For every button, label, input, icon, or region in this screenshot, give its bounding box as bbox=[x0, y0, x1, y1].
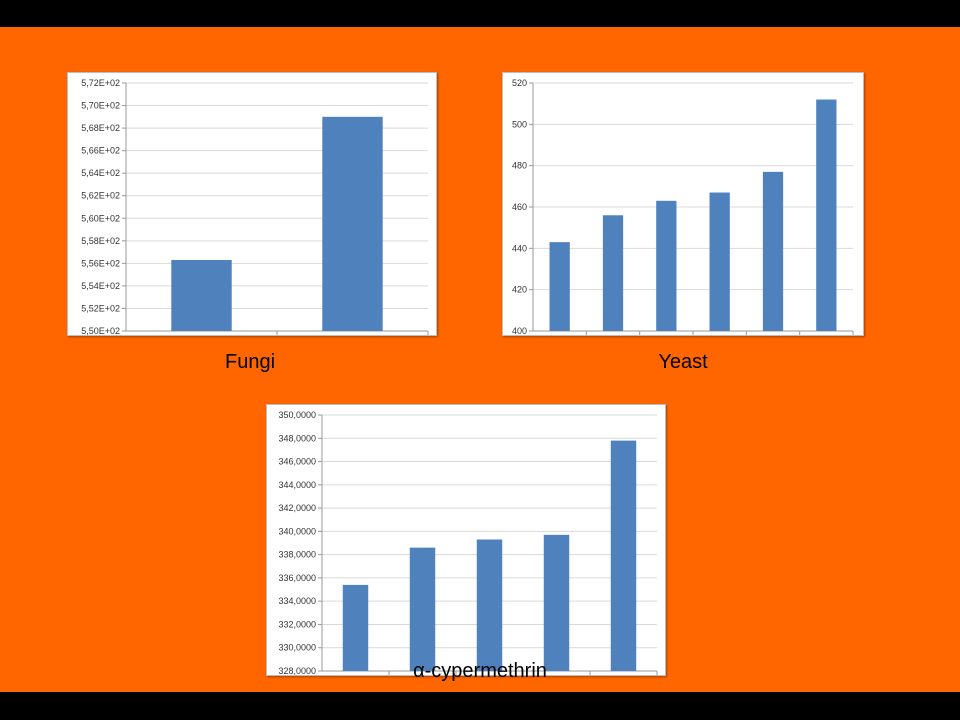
fungi-y-tick-label: 5,50E+02 bbox=[81, 326, 120, 335]
yeast-bar bbox=[549, 242, 570, 331]
cyper-y-tick-label: 332,0000 bbox=[278, 619, 316, 629]
yeast-y-tick-label: 500 bbox=[512, 119, 527, 129]
cyper-bar bbox=[610, 440, 637, 671]
yeast-y-tick-label: 420 bbox=[512, 285, 527, 295]
fungi-y-tick-label: 5,58E+02 bbox=[81, 236, 120, 246]
cypermethrin-chart: 328,0000 330,0000 332,0000 334,0000 336,0000… bbox=[278, 410, 658, 675]
yeast-caption: Yeast bbox=[658, 351, 708, 373]
yeast-bar bbox=[656, 200, 677, 331]
fungi-y-tick-label: 5,56E+02 bbox=[81, 258, 120, 268]
fungi-chart: 5,50E+02 5,52E+02 5,54E+02 5,56E+02 5,58E+02… bbox=[81, 78, 429, 335]
cyper-bar bbox=[476, 539, 503, 671]
yeast-y-tick-label: 520 bbox=[512, 78, 527, 88]
slide-background: 5,50E+02 5,52E+02 5,54E+02 5,56E+02 5,58E+02… bbox=[0, 27, 960, 692]
cyper-y-tick-label: 336,0000 bbox=[278, 573, 316, 583]
yeast-y-tick-label: 480 bbox=[512, 161, 527, 171]
cypermethrin-caption: α-cypermethrin bbox=[413, 660, 547, 682]
fungi-bar bbox=[322, 116, 383, 331]
yeast-y-tick-label: 400 bbox=[512, 326, 527, 335]
fungi-y-tick-label: 5,62E+02 bbox=[81, 191, 120, 201]
fungi-y-tick-label: 5,64E+02 bbox=[81, 168, 120, 178]
cyper-bar bbox=[543, 534, 570, 671]
fungi-y-tick-label: 5,54E+02 bbox=[81, 281, 120, 291]
fungi-y-tick-label: 5,68E+02 bbox=[81, 123, 120, 133]
yeast-y-tick-label: 440 bbox=[512, 243, 527, 253]
cyper-y-tick-label: 348,0000 bbox=[278, 433, 316, 443]
cyper-y-tick-label: 340,0000 bbox=[278, 526, 316, 536]
fungi-y-tick-label: 5,72E+02 bbox=[81, 78, 120, 88]
fungi-chart-panel: 5,50E+02 5,52E+02 5,54E+02 5,56E+02 5,58E+02… bbox=[67, 72, 437, 336]
yeast-chart-panel: 400420440460480500520CONTROL(-1)(-2)(-3)… bbox=[502, 72, 864, 336]
fungi-y-tick-label: 5,60E+02 bbox=[81, 213, 120, 223]
cyper-bar bbox=[342, 584, 369, 671]
fungi-y-tick-label: 5,52E+02 bbox=[81, 303, 120, 313]
yeast-chart: 400420440460480500520CONTROL(-1)(-2)(-3)… bbox=[512, 78, 854, 335]
yeast-bar bbox=[762, 171, 784, 331]
fungi-y-tick-label: 5,66E+02 bbox=[81, 146, 120, 156]
cyper-y-tick-label: 346,0000 bbox=[278, 457, 316, 467]
cyper-y-tick-label: 330,0000 bbox=[278, 643, 316, 653]
cyper-y-tick-label: 344,0000 bbox=[278, 480, 316, 490]
cyper-y-tick-label: 334,0000 bbox=[278, 596, 316, 606]
yeast-y-tick-label: 460 bbox=[512, 202, 527, 212]
yeast-bar bbox=[816, 99, 837, 332]
yeast-bar bbox=[602, 215, 624, 331]
cyper-y-tick-label: 350,0000 bbox=[278, 410, 316, 420]
fungi-caption: Fungi bbox=[224, 351, 276, 373]
fungi-bar bbox=[171, 259, 232, 331]
yeast-bar bbox=[709, 192, 730, 331]
cyper-y-tick-label: 338,0000 bbox=[278, 550, 316, 560]
cyper-y-tick-label: 342,0000 bbox=[278, 503, 316, 513]
fungi-y-tick-label: 5,70E+02 bbox=[81, 101, 120, 111]
cyper-bar bbox=[409, 547, 436, 671]
cypermethrin-chart-panel: 328,0000 330,0000 332,0000 334,0000 336,0000… bbox=[266, 404, 666, 676]
cyper-y-tick-label: 328,0000 bbox=[278, 666, 316, 675]
